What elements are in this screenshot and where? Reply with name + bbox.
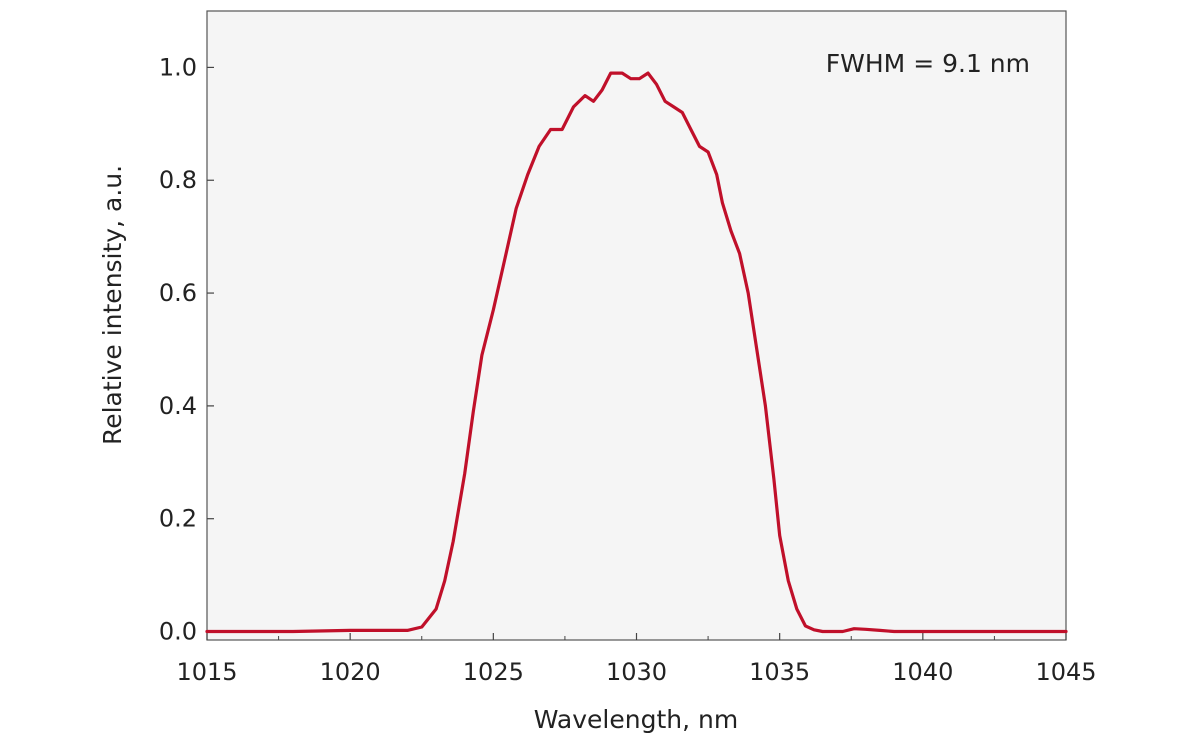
- y-tick-label: 0.4: [159, 392, 197, 420]
- y-axis-title: Relative intensity, a.u.: [98, 165, 127, 445]
- y-tick-label: 0.2: [159, 505, 197, 533]
- x-tick-label: 1045: [1035, 658, 1096, 686]
- fwhm-annotation: FWHM = 9.1 nm: [826, 49, 1030, 78]
- x-axis-title: Wavelength, nm: [534, 705, 738, 734]
- x-tick-label: 1015: [176, 658, 237, 686]
- y-tick-labels: 0.0 0.2 0.4 0.6 0.8 1.0: [159, 53, 197, 645]
- x-tick-label: 1020: [320, 658, 381, 686]
- x-tick-label: 1040: [892, 658, 953, 686]
- x-tick-label: 1035: [749, 658, 810, 686]
- x-tick-labels: 1015 1020 1025 1030 1035 1040 1045: [176, 658, 1096, 686]
- y-tick-label: 1.0: [159, 53, 197, 81]
- spectrum-line: [205, 71, 1068, 634]
- x-tick-label: 1025: [463, 658, 524, 686]
- plot-area: [206, 10, 1067, 641]
- x-tick-label: 1030: [606, 658, 667, 686]
- y-tick-label: 0.0: [159, 618, 197, 646]
- y-tick-label: 0.6: [159, 279, 197, 307]
- y-tick-label: 0.8: [159, 166, 197, 194]
